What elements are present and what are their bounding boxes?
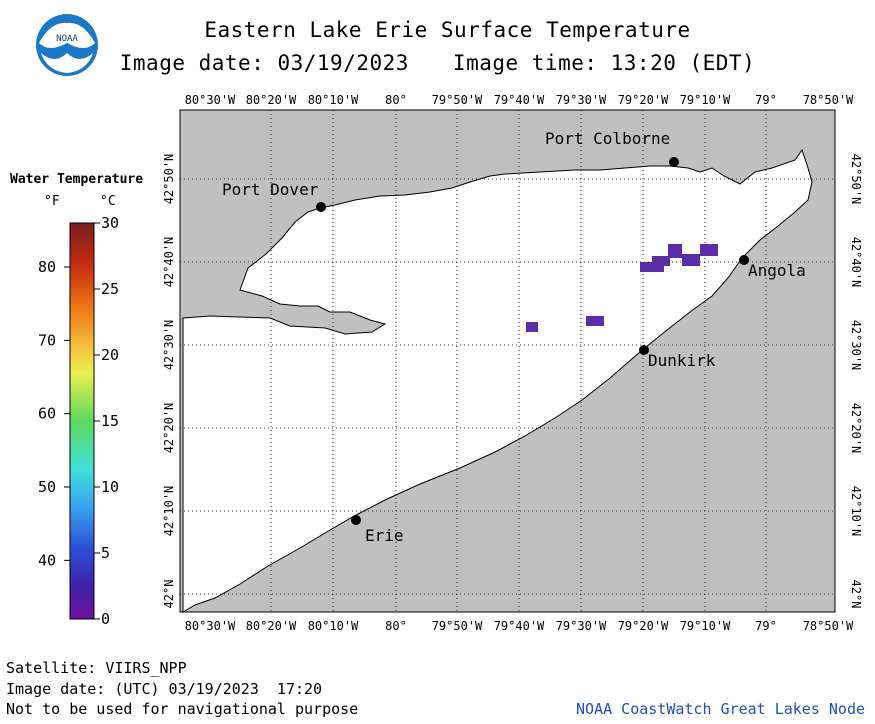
legend-title: Water Temperature [10, 172, 144, 187]
temp-pixel [640, 262, 664, 272]
noaa-logo: NOAA [36, 14, 98, 76]
lon-tick-label: 78°50'W [803, 93, 854, 107]
legend-f-label: 80 [38, 258, 56, 276]
temp-pixel [526, 322, 538, 332]
lon-tick-label: 80°10'W [308, 93, 359, 107]
city-label: Dunkirk [648, 351, 716, 370]
temp-pixel [652, 256, 670, 266]
lon-tick-label: 80°30'W [185, 93, 236, 107]
legend-c-label: 15 [101, 412, 119, 430]
lat-tick-label: 42°10'N [162, 486, 176, 537]
lat-tick-label: 42°50'N [849, 154, 863, 205]
lat-tick-label: 42°40'N [849, 237, 863, 288]
city-marker [669, 157, 679, 167]
legend-c-label: 10 [101, 478, 119, 496]
city-marker [351, 515, 361, 525]
lon-tick-label: 79°20'W [618, 93, 669, 107]
lon-tick-label: 80° [385, 619, 407, 633]
city-erie: Erie [351, 515, 404, 545]
logo-text: NOAA [56, 34, 78, 44]
city-label: Erie [365, 526, 404, 545]
lat-tick-label: 42°10'N [849, 486, 863, 537]
lat-tick-label: 42°20'N [849, 403, 863, 454]
lat-tick-label: 42°N [162, 580, 176, 609]
map-border [179, 109, 836, 613]
legend-f-label: 60 [38, 405, 56, 423]
lon-tick-label: 80°10'W [308, 619, 359, 633]
city-label: Port Dover [222, 180, 319, 199]
lat-tick-label: 42°30'N [849, 320, 863, 371]
temp-pixel [668, 244, 682, 258]
image-date-label: Image date: 03/19/2023 [119, 51, 409, 75]
city-label: Port Colborne [545, 129, 670, 148]
map-title: Eastern Lake Erie Surface Temperature [204, 18, 691, 42]
lon-tick-label: 79° [755, 93, 777, 107]
legend-c-label: 30 [101, 215, 119, 232]
legend-unit-f: °F [44, 194, 60, 209]
temp-pixel [700, 244, 718, 256]
city-marker [639, 345, 649, 355]
legend-c-label: 20 [101, 346, 119, 364]
lon-tick-label: 79°30'W [556, 93, 607, 107]
lon-tick-label: 80°20'W [246, 619, 297, 633]
lon-tick-label: 79°50'W [432, 619, 483, 633]
legend-f-label: 50 [38, 478, 56, 496]
observed-temperature-pixels [526, 244, 718, 332]
city-marker [739, 255, 749, 265]
lat-tick-label: 42°40'N [162, 237, 176, 288]
legend-c-label: 0 [101, 610, 110, 628]
city-label: Angola [748, 261, 806, 280]
legend-c-label: 5 [101, 544, 110, 562]
city-marker [316, 202, 326, 212]
lon-tick-label: 79°40'W [494, 93, 545, 107]
lon-tick-label: 79°40'W [494, 619, 545, 633]
city-port-colborne: Port Colborne [545, 129, 679, 167]
temp-pixel [682, 254, 700, 266]
lon-tick-label: 79°50'W [432, 93, 483, 107]
lat-tick-label: 42°20'N [162, 403, 176, 454]
image-datetime: Image date: 03/19/2023 Image time: 13:20 … [0, 51, 875, 75]
axis-labels: 80°30'W 80°30'W 80°20'W 80°20'W 80°10'W 80°10… [162, 93, 863, 633]
legend-unit-c: °C [100, 194, 116, 209]
image-time-label: Image time: 13:20 (EDT) [452, 51, 756, 75]
temp-pixel [586, 316, 604, 326]
lat-tick-label: 42°N [849, 580, 863, 609]
lon-tick-label: 79° [755, 619, 777, 633]
city-port-dover: Port Dover [222, 180, 326, 212]
credit-label: NOAA CoastWatch Great Lakes Node [576, 700, 865, 718]
lon-tick-label: 80°30'W [185, 619, 236, 633]
lon-tick-label: 80°20'W [246, 93, 297, 107]
lat-tick-label: 42°50'N [162, 154, 176, 205]
city-angola: Angola [739, 255, 806, 280]
satellite-label: Satellite: VIIRS_NPP [6, 659, 187, 677]
lon-tick-label: 79°10'W [680, 93, 731, 107]
lon-tick-label: 79°20'W [618, 619, 669, 633]
lon-tick-label: 80° [385, 93, 407, 107]
legend-color-bar [69, 222, 95, 620]
lat-tick-label: 42°30'N [162, 320, 176, 371]
lon-tick-label: 79°30'W [556, 619, 607, 633]
legend-f-label: 70 [38, 331, 56, 349]
utc-date-label: Image date: (UTC) 03/19/2023 17:20 [6, 680, 323, 698]
lon-tick-label: 78°50'W [803, 619, 854, 633]
city-dunkirk: Dunkirk [639, 345, 716, 370]
disclaimer: Not to be used for navigational purpose [6, 700, 359, 718]
legend-c-label: 25 [101, 280, 119, 298]
legend-f-label: 40 [38, 551, 56, 569]
lon-tick-label: 79°10'W [680, 619, 731, 633]
